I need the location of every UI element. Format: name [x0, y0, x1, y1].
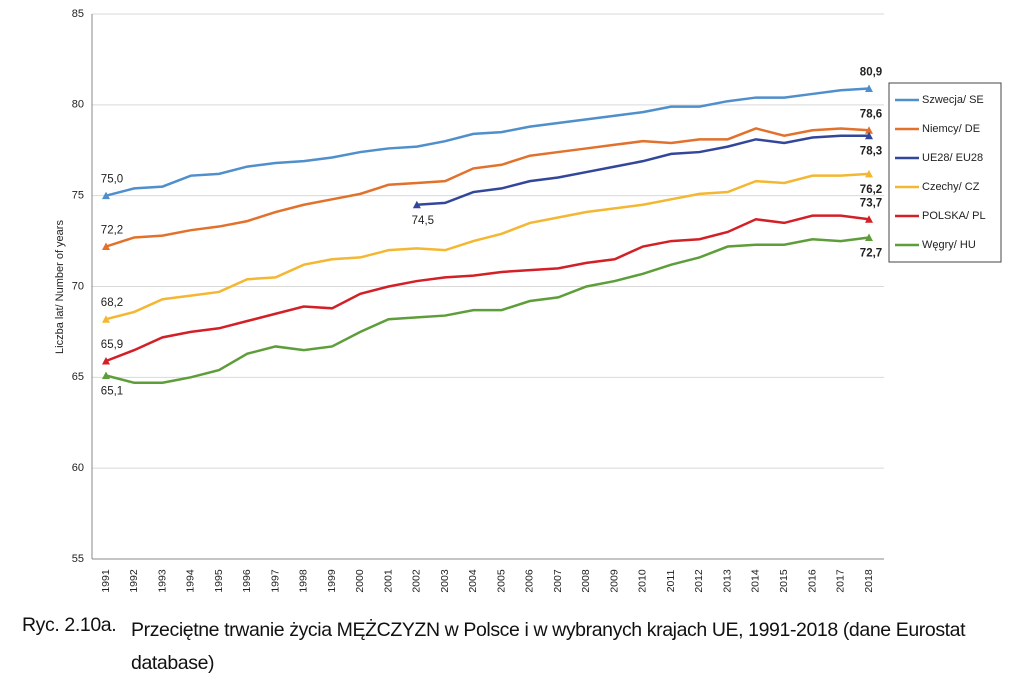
- x-tick-label: 2005: [495, 569, 507, 593]
- point-marker: [412, 200, 421, 209]
- data-label: 80,9: [860, 67, 882, 79]
- data-label: 73,7: [860, 197, 882, 209]
- y-axis-label: Liczba lat/ Number of years: [54, 220, 66, 354]
- series-line: [105, 214, 870, 363]
- x-tick-label: 2006: [524, 569, 536, 593]
- x-tick-label: 2014: [750, 569, 762, 593]
- data-label: 75,0: [101, 174, 123, 186]
- point-marker: [865, 131, 873, 140]
- data-label: 65,9: [101, 339, 123, 351]
- data-label: 72,7: [860, 247, 882, 259]
- legend-label: Niemcy/ DE: [922, 123, 980, 135]
- data-label: 74,5: [412, 215, 434, 227]
- data-label: 68,2: [101, 297, 123, 309]
- x-tick-label: 2002: [411, 569, 423, 593]
- point-marker: [865, 126, 873, 134]
- x-tick-label: 1992: [128, 569, 140, 593]
- point-marker: [865, 233, 873, 241]
- caption: Ryc. 2.10a. Przeciętne trwanie życia MĘŻ…: [22, 614, 1012, 680]
- point-marker: [102, 242, 110, 251]
- y-tick-label: 80: [72, 99, 84, 111]
- figure-number: Ryc. 2.10a.: [22, 614, 117, 636]
- x-tick-label: 2018: [863, 569, 875, 593]
- point-marker: [102, 356, 110, 365]
- x-tick-label: 2017: [835, 569, 847, 593]
- point-marker: [865, 215, 873, 223]
- data-label: 65,1: [101, 386, 123, 398]
- point-marker: [865, 169, 873, 178]
- y-tick-label: 55: [72, 553, 84, 565]
- x-tick-label: 2007: [552, 569, 564, 593]
- x-tick-label: 2000: [354, 569, 366, 593]
- x-tick-label: 2013: [721, 569, 733, 593]
- x-tick-label: 2003: [439, 569, 451, 593]
- x-tick-label: 2011: [665, 570, 677, 593]
- legend-label: Czechy/ CZ: [922, 181, 980, 193]
- x-tick-label: 2012: [693, 569, 705, 593]
- series-line: [416, 134, 869, 206]
- x-tick-label: 1995: [213, 569, 225, 593]
- x-tick-label: 2008: [580, 569, 592, 593]
- x-tick-label: 2001: [382, 569, 394, 593]
- series-line: [105, 236, 870, 385]
- x-tick-label: 2015: [778, 569, 790, 593]
- y-tick-label: 65: [72, 371, 84, 383]
- y-tick-label: 75: [72, 190, 84, 202]
- x-tick-label: 2010: [637, 569, 649, 593]
- y-tick-label: 70: [72, 280, 84, 292]
- x-tick-label: 1999: [326, 569, 338, 593]
- x-tick-label: 1993: [156, 569, 168, 593]
- x-tick-label: 1996: [241, 569, 253, 593]
- x-tick-label: 1998: [298, 569, 310, 593]
- point-marker: [102, 191, 110, 200]
- data-label: 78,6: [860, 108, 882, 120]
- x-tick-label: 1994: [185, 569, 197, 593]
- chart: Liczba lat/ Number of years 55 60 65 70 75 80…: [54, 8, 1002, 593]
- data-label: 76,2: [860, 184, 882, 196]
- x-tick-label: 1997: [269, 569, 281, 593]
- point-marker: [102, 371, 110, 380]
- point-marker: [102, 315, 110, 323]
- legend-label: UE28/ EU28: [922, 152, 983, 164]
- data-label: 78,3: [860, 146, 882, 158]
- series-line: [105, 87, 870, 197]
- caption-title: Przeciętne trwanie życia MĘŻCZYZN w Pols…: [131, 619, 966, 674]
- legend-label: Szwecja/ SE: [922, 94, 984, 106]
- x-tick-label: 2009: [608, 569, 620, 593]
- series-line: [105, 127, 870, 248]
- y-tick-label: 60: [72, 462, 84, 474]
- series-line: [105, 172, 870, 321]
- y-tick-label: 85: [72, 8, 84, 20]
- x-tick-label: 2016: [806, 569, 818, 593]
- point-marker: [865, 84, 873, 92]
- legend-box: [888, 82, 1002, 263]
- legend-label: POLSKA/ PL: [922, 210, 986, 222]
- legend-label: Węgry/ HU: [922, 239, 976, 251]
- data-label: 72,2: [101, 225, 123, 237]
- x-tick-label: 1991: [100, 569, 112, 593]
- x-tick-label: 2004: [467, 569, 479, 593]
